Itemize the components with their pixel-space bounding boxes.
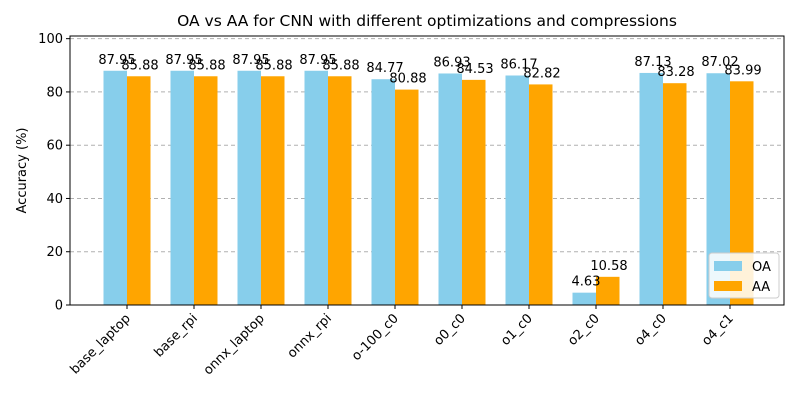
bar-aa-onnx_rpi bbox=[328, 76, 352, 305]
data-label-aa: 80.88 bbox=[389, 72, 426, 87]
x-tick-label: o4_c1 bbox=[699, 311, 737, 349]
data-label-aa: 85.88 bbox=[121, 58, 158, 73]
legend-label-aa: AA bbox=[752, 280, 770, 295]
y-tick-label: 20 bbox=[46, 245, 63, 260]
x-tick-label: base_rpi bbox=[152, 311, 201, 360]
bar-oa-onnx_rpi bbox=[304, 70, 328, 305]
y-tick-label: 40 bbox=[46, 192, 63, 207]
data-label-oa: 87.95 bbox=[299, 53, 336, 68]
bar-oa-o1_c0 bbox=[505, 75, 529, 305]
bar-aa-o2_c0 bbox=[596, 276, 620, 305]
x-tick-label: o2_c0 bbox=[565, 311, 603, 349]
x-axis: base_laptop base_rpi onnx_laptop onnx_rpi o-… bbox=[68, 305, 737, 378]
bar-oa-o4_c1 bbox=[706, 73, 730, 306]
bar-aa-o4_c1 bbox=[730, 81, 754, 305]
data-label-oa: 86.17 bbox=[500, 57, 537, 72]
bar-aa-o1_c0 bbox=[529, 84, 553, 305]
x-tick-label: base_laptop bbox=[68, 311, 134, 377]
x-tick-label: o4_c0 bbox=[632, 311, 670, 349]
bar-oa-o4_c0 bbox=[639, 72, 663, 305]
x-tick-label: o-100_c0 bbox=[349, 311, 402, 364]
plot-frame bbox=[69, 35, 785, 306]
bar-oa-base_laptop bbox=[103, 70, 127, 305]
data-label-aa: 84.53 bbox=[456, 62, 493, 77]
bar-oa-o0_c0 bbox=[438, 73, 462, 305]
legend-swatch-aa bbox=[714, 281, 742, 291]
bar-aa-base_rpi bbox=[194, 76, 218, 305]
x-tick-label: o1_c0 bbox=[498, 311, 536, 349]
data-label-oa: 87.13 bbox=[634, 55, 671, 70]
data-label-aa: 83.99 bbox=[724, 63, 761, 78]
bar-aa-o0_c0 bbox=[462, 79, 486, 305]
chart-title: OA vs AA for CNN with different optimiza… bbox=[177, 12, 677, 30]
bar-aa-o4_c0 bbox=[663, 83, 687, 305]
data-label-oa: 87.02 bbox=[701, 55, 738, 70]
data-label-aa: 85.88 bbox=[322, 58, 359, 73]
y-axis: 0 20 40 60 80 100 bbox=[38, 32, 70, 314]
y-axis-label: Accuracy (%) bbox=[15, 128, 30, 214]
y-tick-label: 80 bbox=[46, 85, 63, 100]
data-label-oa: 84.77 bbox=[366, 61, 403, 76]
legend: OA AA bbox=[708, 252, 780, 299]
bar-oa-base_rpi bbox=[170, 70, 194, 305]
data-label-oa: 87.95 bbox=[165, 53, 202, 68]
bar-aa-o-100_c0 bbox=[395, 89, 419, 305]
bar-oa-onnx_laptop bbox=[237, 70, 261, 305]
bar-aa-base_laptop bbox=[127, 76, 151, 305]
data-label-aa: 85.88 bbox=[188, 58, 225, 73]
data-label-oa: 87.95 bbox=[232, 53, 269, 68]
legend-swatch-oa bbox=[714, 261, 742, 271]
bar-oa-o-100_c0 bbox=[371, 79, 395, 305]
x-tick-label: o0_c0 bbox=[431, 311, 469, 349]
bar-oa-o2_c0 bbox=[572, 292, 596, 305]
data-label-aa: 85.88 bbox=[255, 58, 292, 73]
data-label-oa: 4.63 bbox=[572, 275, 601, 290]
x-tick-label: onnx_rpi bbox=[285, 311, 335, 361]
data-label-aa: 82.82 bbox=[523, 66, 560, 81]
x-tick-label: onnx_laptop bbox=[201, 311, 268, 378]
y-tick-label: 100 bbox=[38, 32, 63, 47]
legend-label-oa: OA bbox=[752, 260, 771, 275]
y-tick-label: 60 bbox=[46, 139, 63, 154]
data-label-aa: 83.28 bbox=[657, 65, 694, 80]
bars bbox=[103, 70, 754, 306]
data-label-aa: 10.58 bbox=[590, 259, 627, 274]
data-label-oa: 87.95 bbox=[98, 53, 135, 68]
bar-aa-onnx_laptop bbox=[261, 76, 285, 305]
y-tick-label: 0 bbox=[55, 299, 63, 314]
data-label-oa: 86.93 bbox=[433, 55, 470, 70]
